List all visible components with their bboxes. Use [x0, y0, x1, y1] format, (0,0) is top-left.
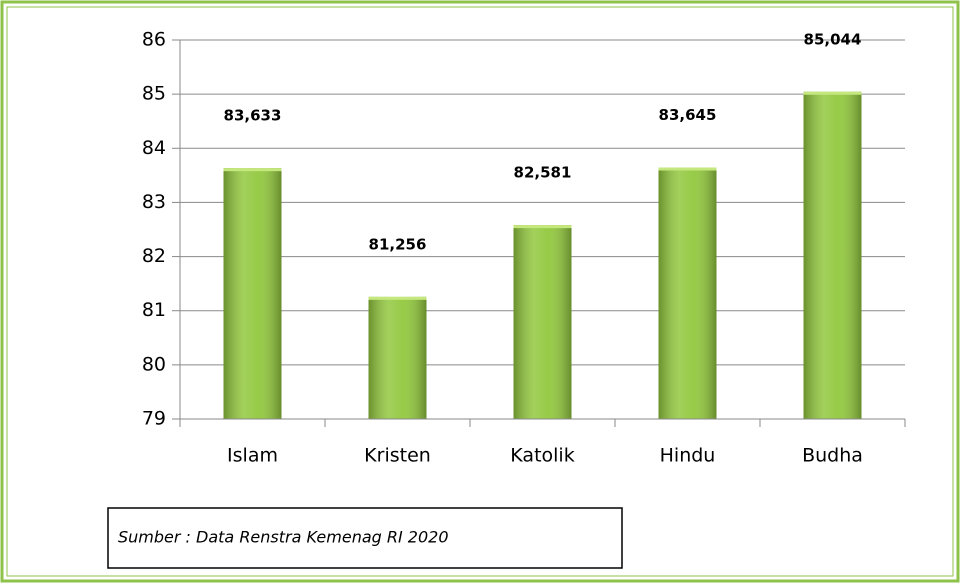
- source-box: [107, 507, 623, 569]
- bar-cap: [658, 167, 717, 171]
- value-label: 85,044: [804, 30, 862, 48]
- source: Sumber : Data Renstra Kemenag RI 2020: [118, 528, 449, 547]
- value-label: 83,633: [224, 107, 282, 125]
- bar-shade: [658, 167, 717, 419]
- value-label: 83,645: [659, 106, 717, 124]
- bar-shade: [223, 168, 282, 419]
- y-tick-label: 82: [142, 245, 166, 267]
- bar-shade: [803, 91, 862, 420]
- bar-cap: [513, 225, 572, 229]
- x-tick-label: Islam: [227, 445, 278, 467]
- bar-cap: [803, 91, 862, 95]
- y-tick-label: 86: [142, 29, 166, 51]
- bar-cap: [223, 168, 282, 172]
- value-label: 81,256: [369, 235, 427, 253]
- value-label: 82,581: [514, 164, 572, 182]
- x-tick-label: Kristen: [364, 445, 431, 467]
- y-tick-label: 85: [142, 83, 166, 105]
- y-tick-label: 80: [142, 353, 166, 375]
- x-tick-label: Hindu: [660, 445, 716, 467]
- x-tick-label: Katolik: [510, 445, 574, 467]
- frame-inner: [6, 6, 954, 577]
- y-tick-label: 79: [142, 408, 166, 430]
- y-tick-label: 83: [142, 191, 166, 213]
- y-tick-label: 84: [142, 137, 166, 159]
- bar-shade: [368, 296, 427, 419]
- bar-shade: [513, 225, 572, 419]
- x-tick-label: Budha: [802, 445, 863, 467]
- y-tick-label: 81: [142, 299, 166, 321]
- bar-cap: [368, 296, 427, 300]
